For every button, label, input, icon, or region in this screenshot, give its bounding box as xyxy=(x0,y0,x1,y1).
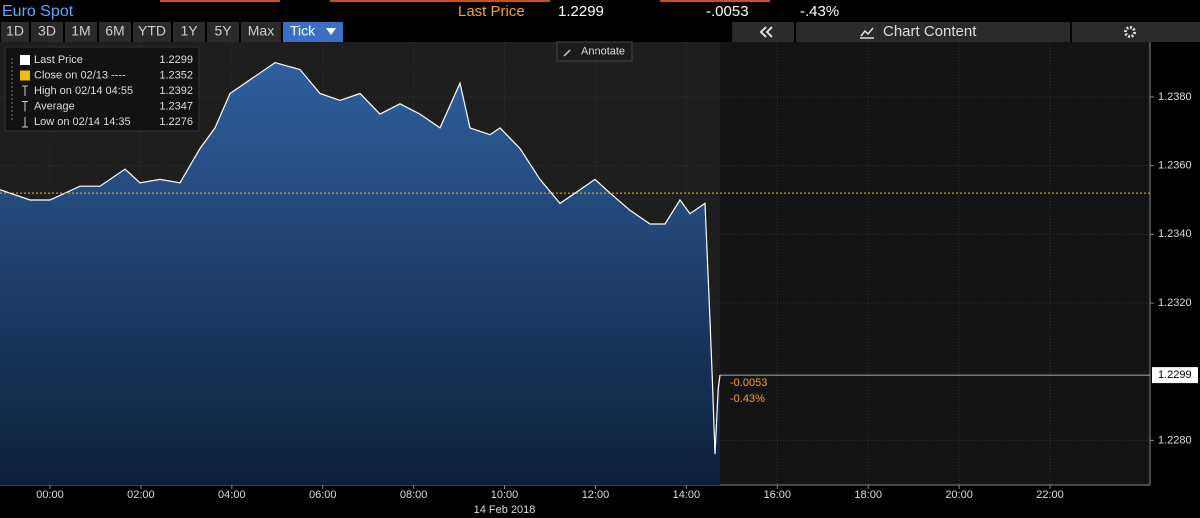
change-annotation: -0.0053 xyxy=(730,377,767,389)
legend-label: Low on 02/14 14:35 xyxy=(34,116,131,128)
y-tick-label: 1.2340 xyxy=(1158,228,1192,240)
x-tick-label: 18:00 xyxy=(854,489,882,501)
y-tick-label: 1.2380 xyxy=(1158,91,1192,103)
accent xyxy=(660,0,770,2)
annotate-label: Annotate xyxy=(581,45,625,57)
legend-label: Average xyxy=(34,100,75,112)
range-button[interactable] xyxy=(207,22,239,42)
x-tick-label: 06:00 xyxy=(309,489,337,501)
x-tick-label: 02:00 xyxy=(127,489,155,501)
y-tick-label: 1.2360 xyxy=(1158,160,1192,172)
pencil-icon xyxy=(563,49,571,57)
change-annotation: -0.43% xyxy=(730,393,765,405)
security-title: Euro Spot xyxy=(2,3,74,20)
x-tick-label: 20:00 xyxy=(945,489,973,501)
range-button[interactable] xyxy=(65,22,97,42)
gear-icon xyxy=(1124,26,1136,38)
chart-icon xyxy=(860,27,874,39)
legend-label: High on 02/14 04:55 xyxy=(34,85,133,97)
x-tick-label: 14:00 xyxy=(673,489,701,501)
legend-label: Close on 02/13 ---- xyxy=(34,69,126,81)
legend-value: 1.2347 xyxy=(159,100,193,112)
header-bar xyxy=(0,0,1200,2)
chart-content-button[interactable] xyxy=(796,22,1070,42)
last-price-label: Last Price xyxy=(458,3,525,20)
collapse-button[interactable] xyxy=(732,22,794,42)
accent xyxy=(160,0,280,2)
x-tick-label: 16:00 xyxy=(764,489,792,501)
x-tick-label: 22:00 xyxy=(1036,489,1064,501)
x-axis-label: 14 Feb 2018 xyxy=(474,504,536,516)
legend-marker xyxy=(22,101,28,112)
annotate-button[interactable] xyxy=(556,41,633,62)
range-label: 1D xyxy=(6,23,24,39)
y-tick-label: 1.2320 xyxy=(1158,297,1192,309)
legend-swatch xyxy=(20,70,30,81)
range-button[interactable] xyxy=(173,22,205,42)
range-button[interactable] xyxy=(1,22,29,42)
range-label: 3D xyxy=(38,23,56,39)
change-pct: -.43% xyxy=(800,3,839,20)
legend-swatch xyxy=(20,55,30,65)
collapse-icon xyxy=(759,26,773,38)
range-label: 5Y xyxy=(214,23,232,39)
range-button[interactable] xyxy=(99,22,131,42)
range-label: 1Y xyxy=(180,23,198,39)
legend-value: 1.2352 xyxy=(159,69,193,81)
x-tick-label: 04:00 xyxy=(218,489,246,501)
legend-value: 1.2276 xyxy=(159,116,193,128)
range-label: Max xyxy=(248,23,274,39)
last-price-tag-label: 1.2299 xyxy=(1158,369,1192,381)
y-tick-label: 1.2280 xyxy=(1158,434,1192,446)
chart-content-label: Chart Content xyxy=(883,23,977,40)
plot: 1.2280 1.2320 1.2340 1.2360 1.2380 00:00 02:00… xyxy=(0,42,1198,516)
range-label: 1M xyxy=(71,23,90,39)
x-tick-label: 08:00 xyxy=(400,489,428,501)
change: -.0053 xyxy=(706,3,749,20)
legend-label: Last Price xyxy=(34,54,83,66)
range-label: 6M xyxy=(105,23,124,39)
legend-value: 1.2299 xyxy=(159,54,193,66)
range-label: Tick xyxy=(290,23,316,39)
last-price-tag xyxy=(1152,367,1198,384)
x-tick-label: 12:00 xyxy=(582,489,610,501)
plot-area-future xyxy=(720,42,1150,485)
legend-value: 1.2392 xyxy=(159,85,193,97)
x-tick-label: 00:00 xyxy=(36,489,64,501)
accent xyxy=(330,0,550,2)
range-button[interactable] xyxy=(241,22,281,42)
range-button[interactable] xyxy=(133,22,171,42)
axis-area xyxy=(1150,42,1200,485)
price-line xyxy=(0,61,721,455)
legend-marker xyxy=(22,117,28,128)
legend-marker xyxy=(22,85,28,96)
price-area xyxy=(0,62,720,485)
range-button[interactable] xyxy=(31,22,63,42)
range-label: YTD xyxy=(138,23,166,39)
x-tick-label: 10:00 xyxy=(491,489,519,501)
dropdown-icon xyxy=(326,28,336,35)
last-price-value: 1.2299 xyxy=(558,3,604,20)
range-button[interactable] xyxy=(283,22,343,42)
legend-box xyxy=(4,46,200,132)
